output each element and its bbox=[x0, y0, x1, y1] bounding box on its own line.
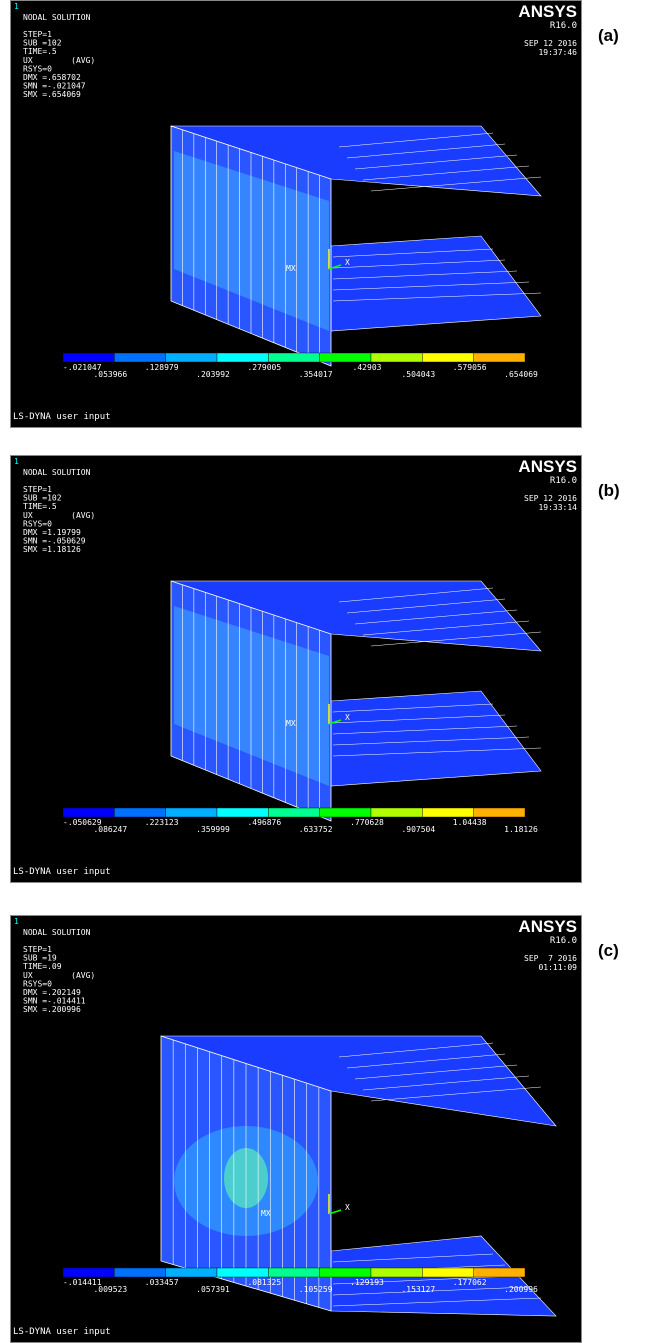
solution-title: NODAL SOLUTION bbox=[23, 928, 91, 937]
colorbar-band bbox=[166, 353, 217, 362]
colorbar-label: .633752 bbox=[299, 825, 333, 834]
time: 19:37:46 bbox=[538, 48, 577, 57]
colorbar-band bbox=[320, 353, 371, 362]
panel-label: (a) bbox=[598, 26, 619, 46]
time: 19:33:14 bbox=[538, 503, 577, 512]
colorbar-band bbox=[320, 808, 371, 817]
colorbar-label: .129193 bbox=[350, 1278, 384, 1287]
brand: ANSYS bbox=[518, 2, 577, 21]
footer: LS-DYNA user input bbox=[13, 867, 111, 877]
version: R16.0 bbox=[550, 936, 577, 946]
colorbar-label: .354017 bbox=[299, 370, 333, 379]
info-line: SMX =1.18126 bbox=[23, 545, 81, 554]
footer: LS-DYNA user input bbox=[13, 412, 111, 422]
colorbar-label: .654069 bbox=[504, 370, 538, 379]
window-number: 1 bbox=[14, 2, 19, 11]
colorbar-band bbox=[320, 1268, 371, 1277]
ansys-window: MXX1NODAL SOLUTIONSTEP=1SUB =19TIME=.09U… bbox=[10, 915, 582, 1343]
colorbar-label: .033457 bbox=[145, 1278, 179, 1287]
colorbar-label: .086247 bbox=[93, 825, 127, 834]
panel-label: (b) bbox=[598, 481, 620, 501]
colorbar-band bbox=[422, 808, 473, 817]
colorbar-band bbox=[474, 808, 525, 817]
colorbar-label: .579056 bbox=[453, 363, 487, 372]
time: 01:11:09 bbox=[538, 963, 577, 972]
colorbar-label: .177062 bbox=[453, 1278, 487, 1287]
triad-label: X bbox=[345, 1203, 350, 1212]
date: SEP 12 2016 bbox=[524, 39, 577, 48]
solution-title: NODAL SOLUTION bbox=[23, 13, 91, 22]
colorbar-label: 1.04438 bbox=[453, 818, 487, 827]
colorbar-band bbox=[371, 353, 422, 362]
colorbar-band bbox=[217, 353, 268, 362]
colorbar-label: .770628 bbox=[350, 818, 384, 827]
max-marker: MX bbox=[286, 719, 296, 728]
colorbar-band bbox=[422, 353, 473, 362]
info-line: SMX =.200996 bbox=[23, 1005, 81, 1014]
colorbar-band bbox=[63, 353, 114, 362]
colorbar-band bbox=[422, 1268, 473, 1277]
version: R16.0 bbox=[550, 476, 577, 486]
triad-label: X bbox=[345, 713, 350, 722]
colorbar-band bbox=[63, 808, 114, 817]
triad-label: X bbox=[345, 258, 350, 267]
colorbar-label: .496876 bbox=[247, 818, 281, 827]
bottom-deck bbox=[331, 691, 541, 786]
colorbar-band bbox=[166, 1268, 217, 1277]
colorbar-label: .359999 bbox=[196, 825, 230, 834]
colorbar-label: .200996 bbox=[504, 1285, 538, 1294]
colorbar-label: .105259 bbox=[299, 1285, 333, 1294]
colorbar-band bbox=[166, 808, 217, 817]
colorbar-label: .053966 bbox=[93, 370, 127, 379]
colorbar-band bbox=[474, 353, 525, 362]
version: R16.0 bbox=[550, 21, 577, 31]
brand: ANSYS bbox=[518, 457, 577, 476]
panel-label: (c) bbox=[598, 941, 619, 961]
max-marker: MX bbox=[286, 264, 296, 273]
colorbar-label: .009523 bbox=[93, 1285, 127, 1294]
model bbox=[171, 126, 541, 366]
window-number: 1 bbox=[14, 917, 19, 926]
colorbar-band bbox=[268, 353, 319, 362]
date: SEP 12 2016 bbox=[524, 494, 577, 503]
colorbar-band bbox=[268, 1268, 319, 1277]
max-marker: MX bbox=[261, 1209, 271, 1218]
date: SEP 7 2016 bbox=[524, 954, 577, 963]
bottom-deck bbox=[331, 236, 541, 331]
colorbar-label: .223123 bbox=[145, 818, 179, 827]
colorbar-band bbox=[371, 1268, 422, 1277]
colorbar-band bbox=[114, 1268, 165, 1277]
colorbar-label: .203992 bbox=[196, 370, 230, 379]
colorbar-label: .081325 bbox=[247, 1278, 281, 1287]
colorbar-label: .42903 bbox=[353, 363, 382, 372]
page: MXX1NODAL SOLUTIONSTEP=1SUB =102TIME=.5U… bbox=[0, 0, 649, 1342]
colorbar-band bbox=[268, 808, 319, 817]
solution-title: NODAL SOLUTION bbox=[23, 468, 91, 477]
colorbar-label: 1.18126 bbox=[504, 825, 538, 834]
colorbar-band bbox=[217, 1268, 268, 1277]
viewport: MXX1NODAL SOLUTIONSTEP=1SUB =102TIME=.5U… bbox=[11, 1, 581, 427]
colorbar-label: .907504 bbox=[401, 825, 435, 834]
ansys-window: MXX1NODAL SOLUTIONSTEP=1SUB =102TIME=.5U… bbox=[10, 0, 582, 428]
footer: LS-DYNA user input bbox=[13, 1327, 111, 1337]
colorbar-band bbox=[474, 1268, 525, 1277]
colorbar-band bbox=[217, 808, 268, 817]
colorbar-label: .057391 bbox=[196, 1285, 230, 1294]
colorbar-label: .504043 bbox=[401, 370, 435, 379]
window-number: 1 bbox=[14, 457, 19, 466]
colorbar-label: .153127 bbox=[401, 1285, 435, 1294]
colorbar-label: .128979 bbox=[145, 363, 179, 372]
colorbar-band bbox=[114, 353, 165, 362]
model bbox=[171, 581, 541, 821]
brand: ANSYS bbox=[518, 917, 577, 936]
info-line: SMX =.654069 bbox=[23, 90, 81, 99]
colorbar-label: .279005 bbox=[247, 363, 281, 372]
colorbar-band bbox=[114, 808, 165, 817]
colorbar-band bbox=[371, 808, 422, 817]
colorbar-band bbox=[63, 1268, 114, 1277]
